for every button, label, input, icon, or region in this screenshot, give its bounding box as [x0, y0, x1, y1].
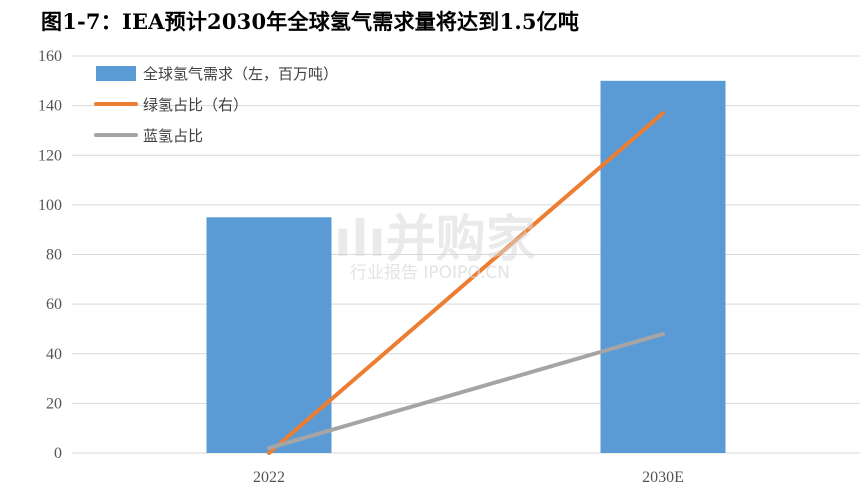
legend-label: 全球氢气需求（左，百万吨） — [143, 65, 338, 83]
y-tick-label: 160 — [38, 48, 62, 65]
series-line — [267, 111, 665, 455]
bar — [600, 80, 726, 453]
y-tick-label: 140 — [38, 98, 62, 115]
chart-title: 图1-7：IEA预计2030年全球氢气需求量将达到1.5亿吨 — [41, 9, 580, 34]
y-tick-label: 120 — [38, 147, 62, 164]
x-axis-ticks: 2022 2030E — [253, 469, 684, 486]
legend-label: 蓝氢占比 — [143, 127, 203, 145]
y-tick-label: 40 — [46, 346, 62, 363]
legend-swatch — [96, 66, 136, 81]
gridlines — [72, 55, 860, 454]
watermark-sub: 行业报告 IPOIPO.CN — [350, 263, 510, 283]
legend: 全球氢气需求（左，百万吨） 绿氢占比（右） 蓝氢占比 — [94, 65, 338, 145]
bar — [206, 217, 332, 453]
series-line — [267, 331, 665, 451]
legend-label: 绿氢占比（右） — [143, 96, 248, 114]
x-tick-label: 2022 — [253, 469, 285, 486]
watermark-main: ılı并购家 — [334, 210, 535, 268]
bars — [206, 80, 726, 453]
watermark: ılı并购家 行业报告 IPOIPO.CN — [334, 210, 535, 283]
y-tick-label: 20 — [46, 395, 62, 412]
y-tick-label: 80 — [46, 247, 62, 264]
lines — [267, 111, 665, 455]
x-tick-label: 2030E — [642, 469, 684, 486]
y-tick-label: 0 — [54, 445, 62, 462]
y-tick-label: 100 — [38, 197, 62, 214]
y-tick-label: 60 — [46, 296, 62, 313]
y-axis-ticks: 0 20 40 60 80 100 120 140 160 — [38, 48, 62, 462]
